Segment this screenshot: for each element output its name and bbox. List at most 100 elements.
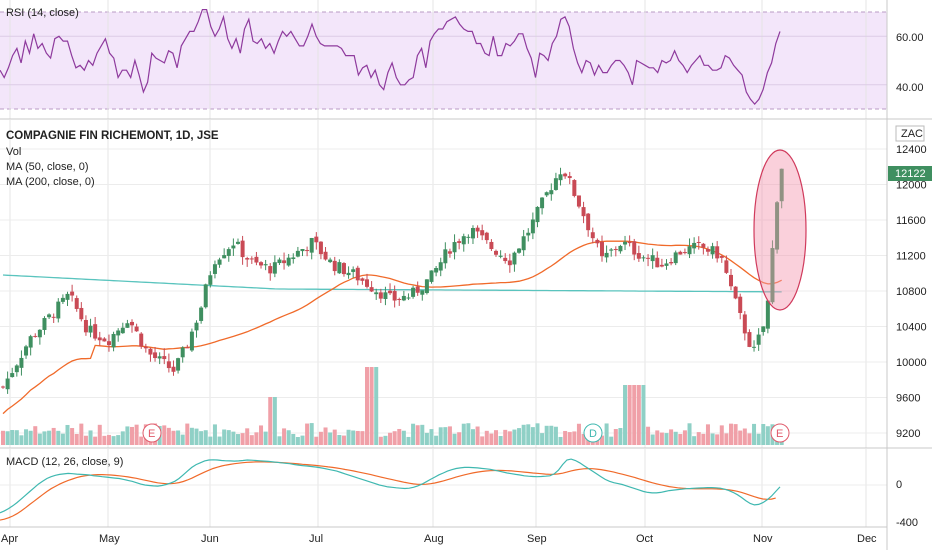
candle-body [434,268,439,273]
candle-body [775,202,780,250]
volume-bar [360,431,365,445]
volume-bar [120,431,125,445]
volume-bar [189,427,194,445]
candle-body [272,262,277,274]
volume-bar [415,425,420,445]
candle-body [318,241,323,255]
candle-body [162,356,167,360]
candle-body [770,248,775,303]
candle-body [28,336,33,348]
candle-body [438,262,443,271]
volume-bar [434,435,439,445]
volume-bar [341,435,346,445]
candle-body [406,297,411,299]
candle-body [632,241,637,255]
earnings-marker-1[interactable] [142,423,162,443]
volume-bar [323,427,328,445]
volume-bar [337,434,342,445]
volume-bar [498,436,503,445]
candle-body [97,337,102,341]
volume-bar [102,435,107,445]
candle-body [733,286,738,299]
candle-body [56,301,61,319]
x-tick-sep: Sep [527,533,547,545]
candle-body [420,290,425,295]
candle-body [466,236,471,238]
candle-body [650,255,655,262]
candle-body [494,250,499,255]
volume-bar [97,424,102,445]
volume-bar [166,427,171,445]
candle-body [641,257,646,259]
candle-body [337,262,342,274]
volume-bar [572,431,577,445]
candle-body [572,180,577,196]
candle-body [636,253,641,259]
volume-bar [226,430,231,445]
candle-body [715,246,720,259]
candle-body [664,263,669,266]
macd-tick-neg400: -400 [896,517,918,529]
candle-body [623,241,628,245]
volume-bar [752,423,757,445]
volume-bar [627,385,632,445]
candle-body [346,272,351,276]
x-tick-oct: Oct [636,533,653,545]
volume-bar [687,423,692,445]
candle-body [143,346,148,349]
candle-body [669,262,674,264]
volume-bar [286,430,291,445]
volume-bar [397,428,402,445]
candle-body [51,316,56,318]
dividend-marker[interactable] [583,423,603,443]
candle-body [659,264,664,267]
earnings-marker-2[interactable] [770,423,790,443]
volume-bar [60,433,65,445]
candle-body [484,232,489,241]
volume-bar [125,426,130,445]
volume-bar [222,429,227,445]
candle-body [365,279,369,287]
macd-tick-0: 0 [896,479,902,491]
volume-bar [93,436,98,445]
rsi-tick-40: 40.00 [896,82,924,94]
candle-body [259,262,264,266]
candle-body [388,290,393,294]
volume-bar [641,385,646,445]
volume-bar [655,430,660,445]
volume-bar [724,433,729,445]
candle-body [194,322,199,331]
currency-box [895,125,925,142]
legend-ma200: MA (200, close, 0) [6,176,95,188]
candle-body [14,365,19,373]
candle-body [5,378,10,390]
volume-bar [139,436,144,445]
candle-body [752,346,757,348]
volume-bar [553,426,558,445]
candle-body [323,251,328,260]
volume-bar [484,430,489,445]
candle-body [70,291,75,296]
highlight-ellipse [753,149,807,311]
volume-bar [14,430,19,445]
rsi-pane: RSI (14, close) 60.00 40.00 [0,0,924,119]
volume-bar [355,430,360,445]
candle-body [240,240,245,258]
candle-body [761,326,766,332]
price-tick-10400: 10400 [896,322,927,334]
candles [1,167,784,394]
volume-bar [733,424,738,445]
candle-body [180,347,185,358]
volume-bar [240,433,245,445]
candle-body [586,213,591,231]
candle-body [747,332,752,347]
price-tick-9600: 9600 [896,393,920,405]
volume-bar [374,367,379,445]
candle-body [595,239,600,244]
volume-bar [291,433,296,445]
volume-bar [535,423,540,445]
candle-body [526,232,531,236]
price-tick-11200: 11200 [896,251,926,263]
x-tick-nov: Nov [753,533,773,545]
